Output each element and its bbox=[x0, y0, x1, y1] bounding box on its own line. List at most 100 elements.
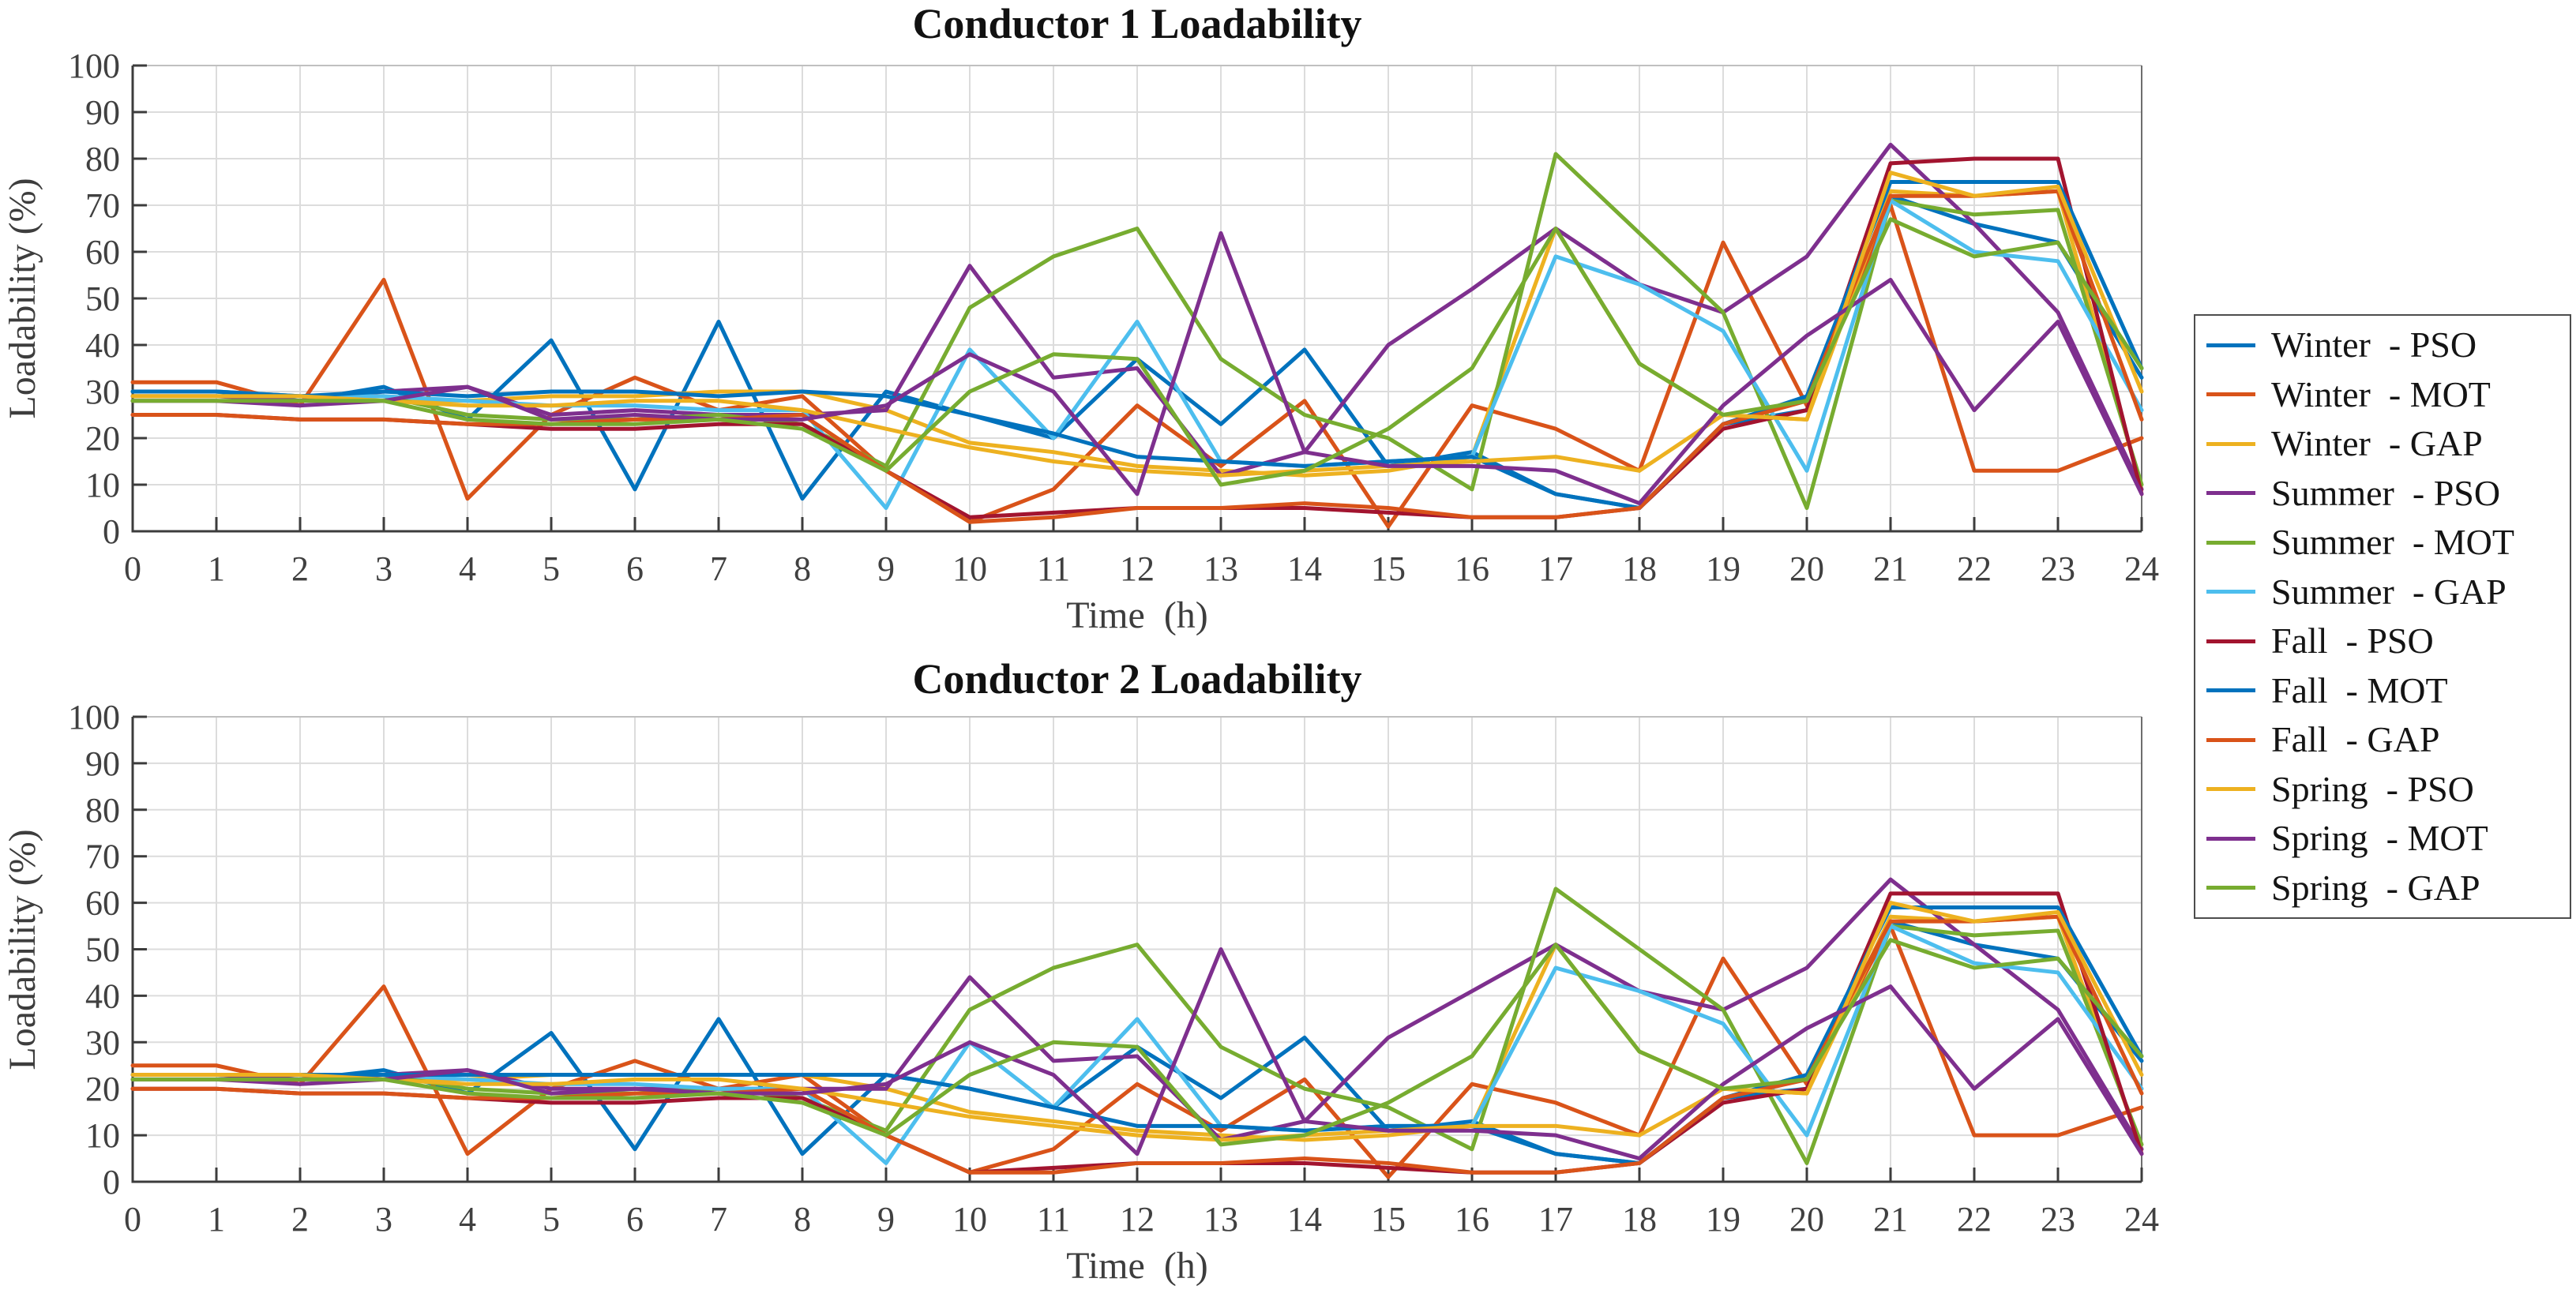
y-tick-label: 50 bbox=[85, 279, 120, 318]
legend-item-winter-gap: Winter - GAP bbox=[2195, 419, 2570, 469]
legend-item-fall-mot: Fall - MOT bbox=[2195, 666, 2570, 716]
y-tick-label: 30 bbox=[85, 1023, 120, 1062]
legend-line-swatch bbox=[2206, 590, 2255, 594]
y-tick-label: 40 bbox=[85, 326, 120, 365]
x-tick-label: 20 bbox=[1789, 1200, 1824, 1239]
x-tick-label: 21 bbox=[1873, 1200, 1908, 1239]
chart-conductor-2: Conductor 2 Loadability Loadability (%) … bbox=[2, 655, 2159, 1287]
x-tick-label: 7 bbox=[710, 549, 727, 588]
legend-line-swatch bbox=[2206, 886, 2255, 890]
legend-label: Fall - PSO bbox=[2271, 620, 2434, 662]
x-tick-label: 8 bbox=[794, 1200, 811, 1239]
x-tick-label: 14 bbox=[1287, 549, 1322, 588]
legend-line-swatch bbox=[2206, 787, 2255, 792]
x-tick-label: 16 bbox=[1455, 1200, 1489, 1239]
series-line-summer-mot bbox=[130, 152, 2144, 510]
series-line-fall-mot bbox=[130, 905, 2144, 1165]
series-line-spring-pso bbox=[130, 171, 2144, 478]
y-tick-label: 0 bbox=[103, 512, 120, 551]
y-tick-label: 70 bbox=[85, 838, 120, 876]
x-tick-label: 0 bbox=[124, 1200, 141, 1239]
y-tick-label: 40 bbox=[85, 977, 120, 1015]
x-tick-label: 8 bbox=[794, 549, 811, 588]
legend-item-summer-mot: Summer - MOT bbox=[2195, 518, 2570, 568]
x-tick-label: 3 bbox=[375, 1200, 392, 1239]
x-tick-label: 21 bbox=[1873, 549, 1908, 588]
y-tick-label: 10 bbox=[85, 466, 120, 504]
legend-label: Spring - MOT bbox=[2271, 818, 2488, 859]
series-line-summer-gap bbox=[130, 924, 2144, 1165]
chart2-title: Conductor 2 Loadability bbox=[912, 655, 1361, 703]
x-tick-label: 11 bbox=[1037, 549, 1070, 588]
x-tick-label: 2 bbox=[291, 1200, 309, 1239]
y-tick-label: 0 bbox=[103, 1163, 120, 1201]
chart1-x-axis-label: Time (h) bbox=[1066, 594, 1208, 636]
y-tick-label: 50 bbox=[85, 931, 120, 969]
x-tick-label: 13 bbox=[1204, 1200, 1238, 1239]
legend-label: Winter - PSO bbox=[2271, 324, 2477, 365]
chart2-plot-area: 0 1 2 3 4 5 6 7 8 9 10 11 12 13 14 15 16 17 18 19 20 21 22 23 24… bbox=[68, 698, 2159, 1239]
x-tick-label: 10 bbox=[952, 549, 987, 588]
legend-line-swatch bbox=[2206, 491, 2255, 496]
x-tick-label: 1 bbox=[208, 549, 225, 588]
chart1-plot-area: 0 1 2 3 4 5 6 7 8 9 10 11 12 13 14 15 16 17 18 19 20 21 22 23 24… bbox=[68, 47, 2159, 588]
legend-line-swatch bbox=[2206, 836, 2255, 841]
legend-line-swatch bbox=[2206, 392, 2255, 397]
y-tick-label: 80 bbox=[85, 791, 120, 830]
x-tick-label: 9 bbox=[877, 549, 895, 588]
legend-label: Fall - GAP bbox=[2271, 719, 2440, 760]
chart1-y-axis-label: Loadability (%) bbox=[2, 178, 43, 418]
x-tick-label: 7 bbox=[710, 1200, 727, 1239]
legend-item-spring-pso: Spring - PSO bbox=[2195, 765, 2570, 815]
x-tick-label: 14 bbox=[1287, 1200, 1322, 1239]
legend-line-swatch bbox=[2206, 540, 2255, 545]
legend-line-swatch bbox=[2206, 688, 2255, 693]
x-tick-label: 11 bbox=[1037, 1200, 1070, 1239]
y-tick-label: 20 bbox=[85, 419, 120, 458]
x-tick-label: 24 bbox=[2124, 549, 2159, 588]
x-tick-label: 23 bbox=[2041, 1200, 2075, 1239]
series-line-spring-pso bbox=[130, 901, 2144, 1142]
series-line-spring-gap bbox=[130, 217, 2144, 487]
legend-label: Fall - MOT bbox=[2271, 669, 2448, 710]
legend-item-fall-pso: Fall - PSO bbox=[2195, 617, 2570, 666]
legend-label: Summer - PSO bbox=[2271, 472, 2501, 513]
legend-item-winter-pso: Winter - PSO bbox=[2195, 321, 2570, 370]
legend-label: Spring - PSO bbox=[2271, 768, 2474, 809]
legend-line-swatch bbox=[2206, 441, 2255, 446]
y-tick-label: 100 bbox=[68, 47, 120, 85]
y-tick-label: 80 bbox=[85, 140, 120, 178]
x-tick-label: 2 bbox=[291, 549, 309, 588]
x-tick-label: 17 bbox=[1538, 549, 1573, 588]
y-tick-label: 10 bbox=[85, 1116, 120, 1155]
series-line-spring-mot bbox=[130, 231, 2144, 506]
legend-label: Spring - GAP bbox=[2271, 867, 2480, 908]
x-tick-label: 9 bbox=[877, 1200, 895, 1239]
x-tick-label: 19 bbox=[1706, 1200, 1740, 1239]
x-tick-label: 6 bbox=[626, 1200, 644, 1239]
x-tick-label: 23 bbox=[2041, 549, 2075, 588]
legend-item-winter-mot: Winter - MOT bbox=[2195, 370, 2570, 420]
series-line-spring-gap bbox=[130, 938, 2144, 1147]
x-tick-label: 24 bbox=[2124, 1200, 2159, 1239]
x-tick-label: 20 bbox=[1789, 549, 1824, 588]
legend-item-spring-mot: Spring - MOT bbox=[2195, 814, 2570, 864]
chart1-title: Conductor 1 Loadability bbox=[912, 0, 1361, 47]
legend-line-swatch bbox=[2206, 737, 2255, 742]
x-tick-label: 22 bbox=[1957, 549, 1992, 588]
legend-label: Summer - MOT bbox=[2271, 522, 2514, 563]
legend-item-spring-gap: Spring - GAP bbox=[2195, 864, 2570, 913]
series-line-spring-mot bbox=[130, 947, 2144, 1161]
x-tick-label: 12 bbox=[1120, 1200, 1155, 1239]
x-tick-label: 6 bbox=[626, 549, 644, 588]
x-tick-label: 15 bbox=[1371, 1200, 1406, 1239]
x-tick-label: 0 bbox=[124, 549, 141, 588]
x-tick-label: 18 bbox=[1622, 549, 1657, 588]
chart2-y-axis-label: Loadability (%) bbox=[2, 829, 43, 1070]
y-tick-label: 30 bbox=[85, 373, 120, 411]
legend-line-swatch bbox=[2206, 343, 2255, 347]
x-tick-label: 19 bbox=[1706, 549, 1740, 588]
y-tick-label: 60 bbox=[85, 884, 120, 923]
